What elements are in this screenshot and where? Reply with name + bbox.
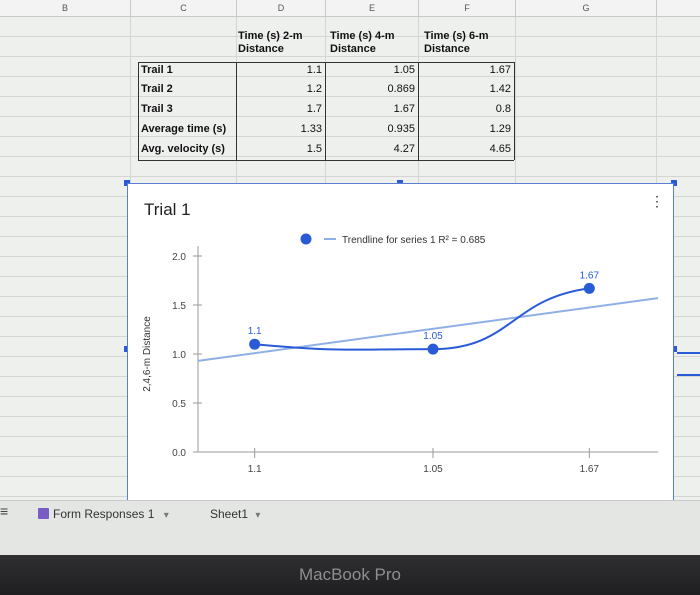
tab-label: Sheet1: [210, 507, 249, 521]
data-label: 1.1: [248, 326, 262, 337]
column-label: F: [464, 3, 470, 13]
y-axis-label: 2,4,6-m Distance: [142, 316, 153, 392]
header-6m[interactable]: Time (s) 6-m Distance: [424, 30, 489, 55]
column-label: B: [61, 3, 68, 13]
column-label: E: [368, 3, 375, 13]
cell-value[interactable]: 4.27: [393, 143, 415, 155]
cell-value[interactable]: 0.869: [387, 83, 415, 95]
row-label-trail-3[interactable]: Trail 3: [141, 103, 173, 115]
column-header-f[interactable]: F: [419, 0, 516, 16]
tab-sheet1[interactable]: Sheet1 ▾: [210, 507, 260, 521]
column-header-row: B C D E F G: [0, 0, 700, 17]
column-header-b[interactable]: B: [0, 0, 131, 16]
column-header-e[interactable]: E: [326, 0, 419, 16]
table-border: [236, 62, 237, 160]
all-sheets-icon[interactable]: ≡: [0, 503, 9, 519]
cell-value[interactable]: 1.42: [489, 83, 511, 95]
cell-value[interactable]: 1.05: [393, 64, 415, 76]
table-border: [138, 160, 514, 161]
data-label: 1.05: [423, 331, 443, 342]
cell-value[interactable]: 1.2: [306, 83, 322, 95]
cell-value[interactable]: 1.67: [393, 103, 415, 115]
x-tick-label: 1.05: [423, 464, 443, 475]
cell-value[interactable]: 1.1: [306, 64, 322, 76]
form-icon: [38, 508, 49, 519]
resize-handle[interactable]: [671, 346, 677, 352]
y-tick-label: 2.0: [172, 252, 186, 263]
column-header-g[interactable]: G: [516, 0, 657, 16]
data-point: [427, 343, 439, 355]
series-line: [254, 287, 590, 351]
y-tick-label: 1.0: [172, 350, 186, 361]
selection-guide: [677, 374, 700, 376]
tab-label: Form Responses 1: [53, 507, 155, 521]
table-border: [325, 62, 326, 160]
cell-value[interactable]: 1.33: [300, 123, 322, 135]
cell-value[interactable]: 0.8: [495, 103, 511, 115]
table-border: [418, 62, 419, 160]
column-header-d[interactable]: D: [237, 0, 326, 16]
resize-handle[interactable]: [671, 180, 677, 186]
x-tick-label: 1.67: [580, 464, 600, 475]
cell-value[interactable]: 1.29: [489, 123, 511, 135]
legend-label: Trendline for series 1 R² = 0.685: [342, 235, 486, 246]
table-border: [514, 62, 515, 160]
table-border: [138, 62, 514, 63]
legend-series-marker: [300, 233, 312, 245]
chart-plot: 2.0 1.5 1.0 0.5 0.0 2,4,6-m Distance 1.1 1.05 1.…: [142, 233, 659, 475]
device-brand: MacBook Pro: [298, 565, 402, 584]
tab-form-responses-1[interactable]: Form Responses 1 ▾: [38, 507, 169, 521]
spreadsheet-screen: B C D E F G Time (s) 2-m Distance Time (…: [0, 0, 700, 555]
more-vert-icon[interactable]: ⋮: [650, 193, 664, 209]
cell-value[interactable]: 1.67: [489, 64, 511, 76]
chart-title[interactable]: Trial 1: [144, 200, 191, 219]
y-tick-label: 0.5: [172, 399, 186, 410]
row-label-trail-1[interactable]: Trail 1: [141, 64, 173, 76]
column-label: G: [582, 3, 590, 13]
header-2m[interactable]: Time (s) 2-m Distance: [238, 30, 303, 55]
chevron-down-icon[interactable]: ▾: [163, 510, 169, 521]
cell-value[interactable]: 1.7: [306, 103, 322, 115]
row-label-trail-2[interactable]: Trail 2: [141, 83, 173, 95]
chevron-down-icon[interactable]: ▾: [255, 510, 261, 521]
trendline: [197, 297, 659, 362]
header-4m[interactable]: Time (s) 4-m Distance: [330, 30, 395, 55]
row-label-average-time[interactable]: Average time (s): [141, 123, 227, 135]
selection-guide: [677, 352, 700, 354]
embedded-chart[interactable]: Trial 1 ⋮ 2.0 1.5 1.0 0.5 0.0 2,4,6-m Distanc…: [127, 183, 674, 503]
data-point: [249, 338, 261, 350]
row-label-avg-velocity[interactable]: Avg. velocity (s): [141, 143, 225, 155]
cell-value[interactable]: 1.5: [306, 143, 322, 155]
data-point: [583, 282, 595, 294]
laptop-bezel: MacBook Pro: [0, 555, 700, 595]
column-label: D: [277, 3, 285, 13]
y-tick-label: 0.0: [172, 448, 186, 459]
sheet-tab-bar: ≡ Form Responses 1 ▾ Sheet1 ▾: [0, 500, 700, 555]
y-tick-label: 1.5: [172, 301, 186, 312]
column-label: C: [180, 3, 187, 13]
table-border: [138, 62, 139, 160]
cell-value[interactable]: 0.935: [387, 123, 415, 135]
column-header-c[interactable]: C: [131, 0, 237, 16]
data-label: 1.67: [580, 270, 600, 281]
x-tick-label: 1.1: [248, 464, 262, 475]
cell-value[interactable]: 4.65: [489, 143, 511, 155]
